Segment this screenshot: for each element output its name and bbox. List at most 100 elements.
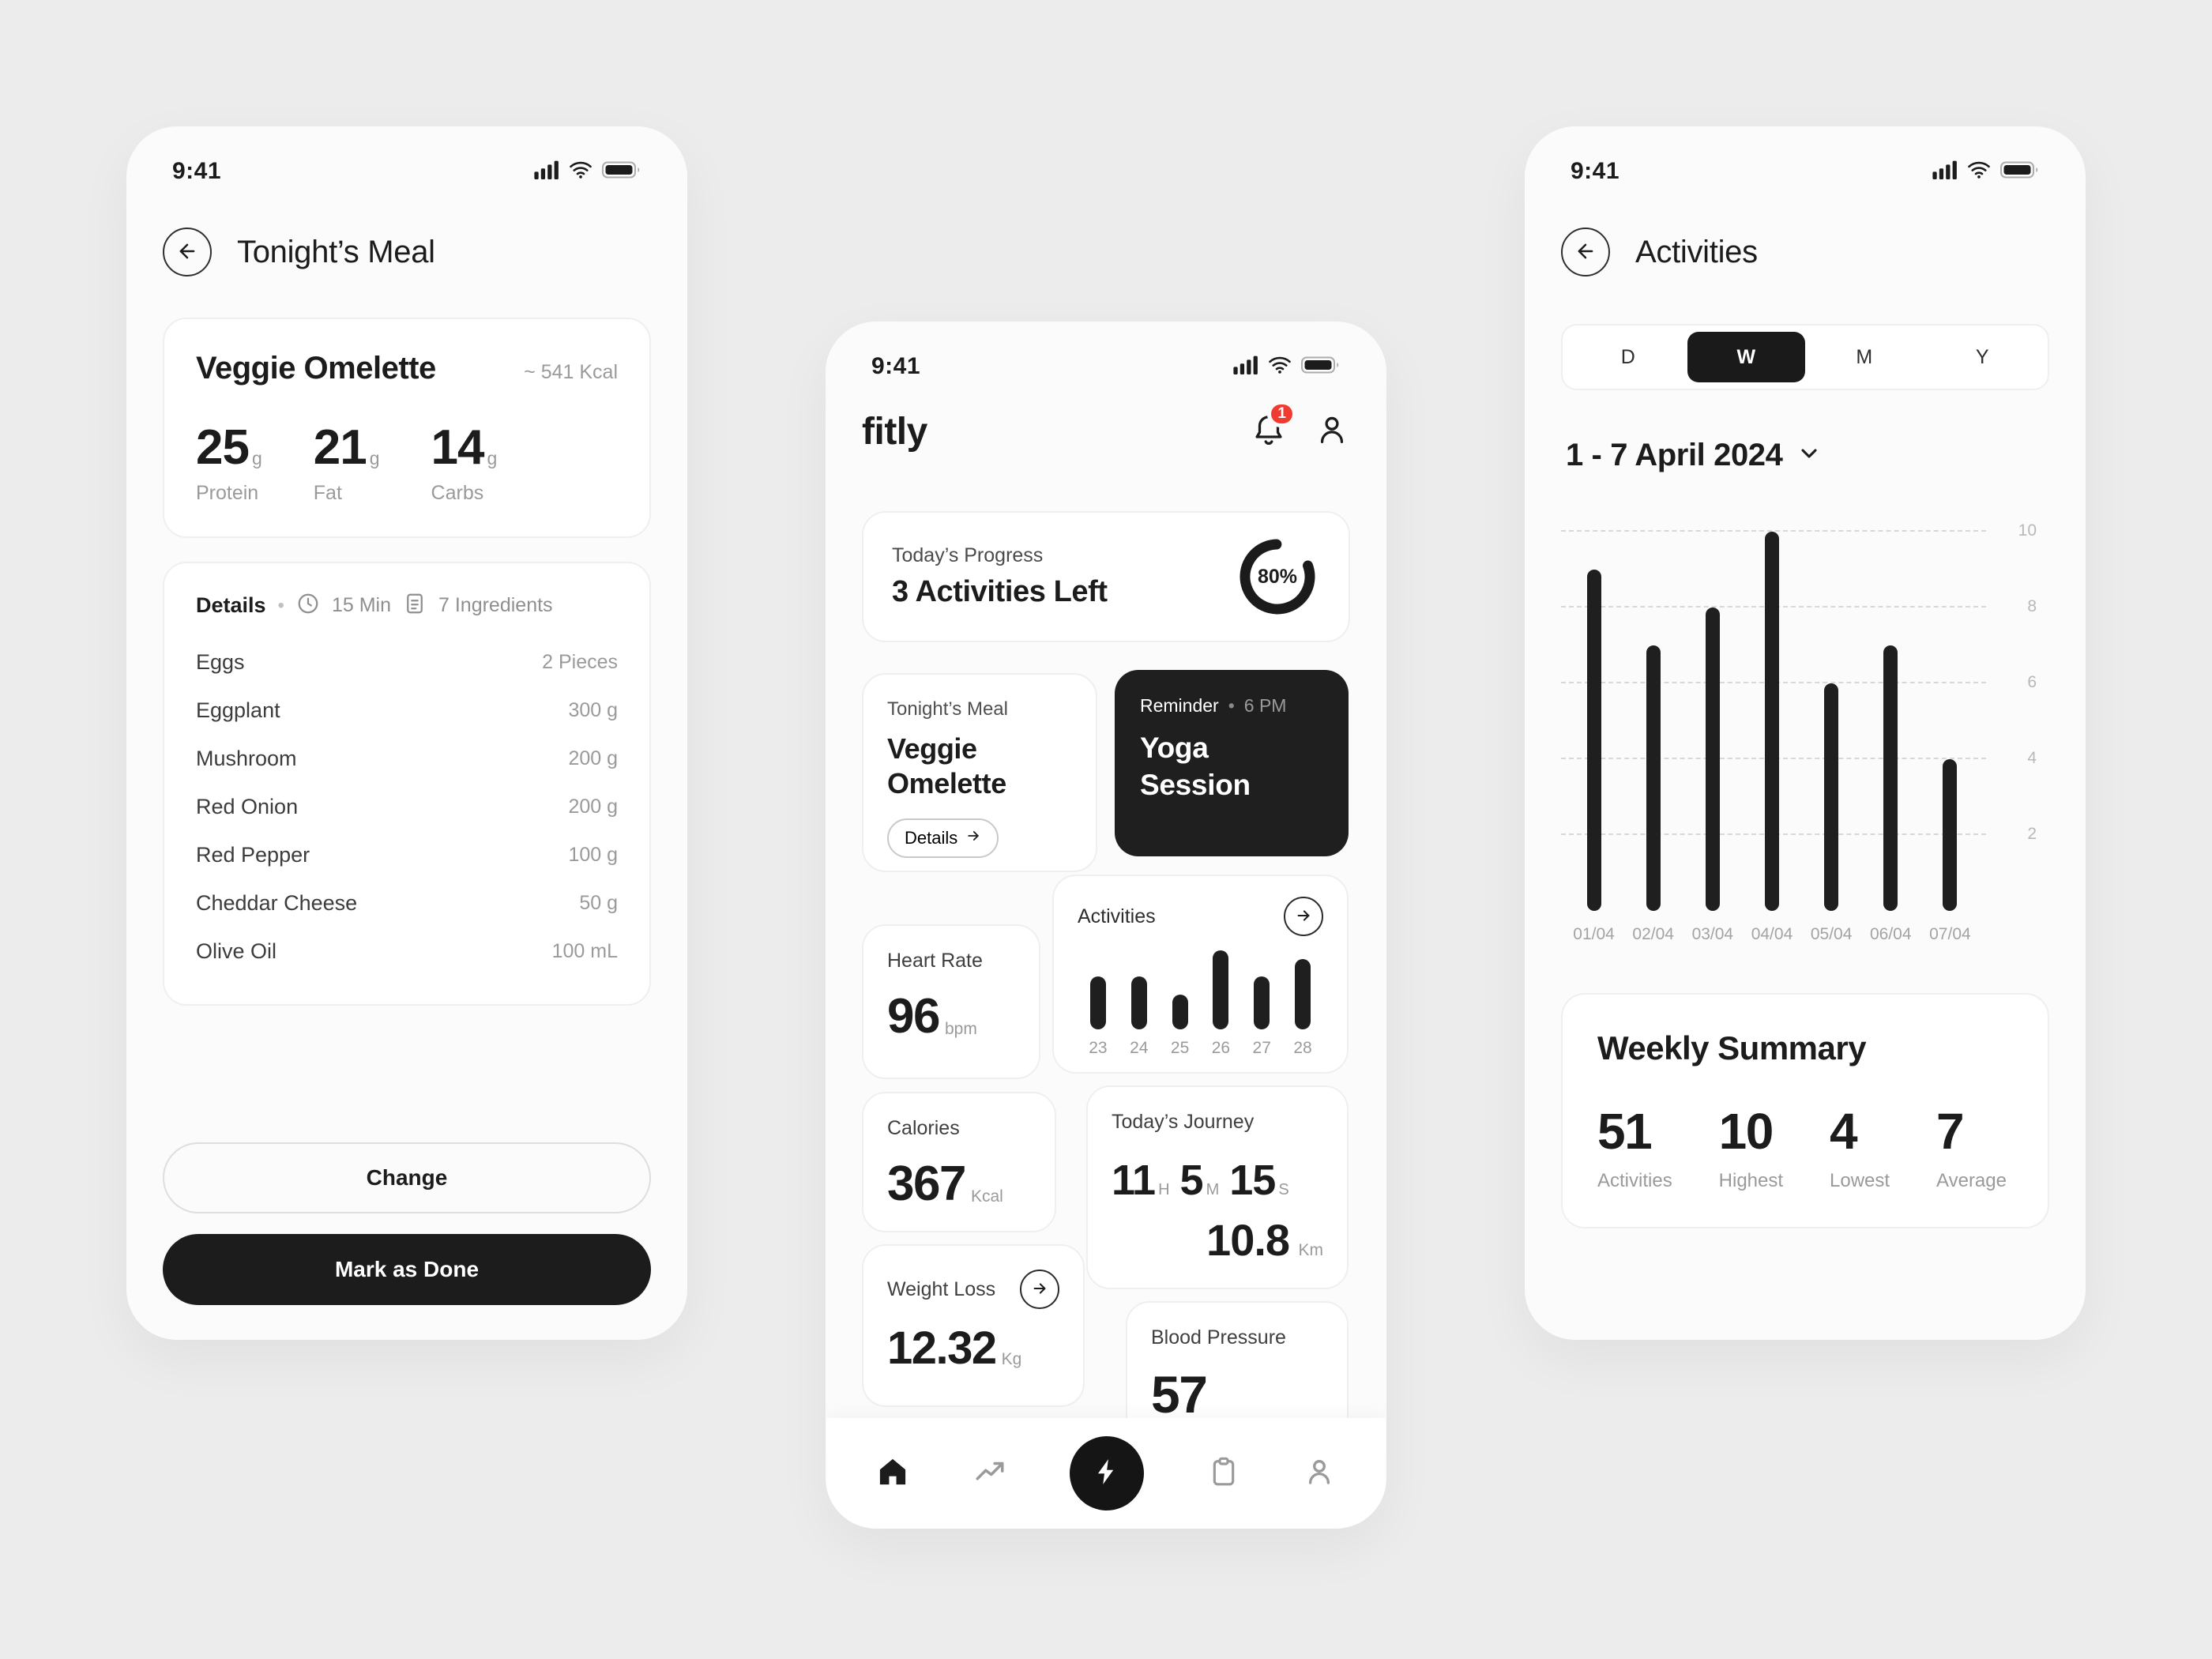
macro-label: Carbs [431,482,484,504]
chart-bar [1705,608,1720,911]
dot-separator: • [1228,695,1235,716]
chart-bar [1943,759,1958,911]
weekly-summary-title: Weekly Summary [1597,1029,1867,1066]
bolt-icon [1092,1457,1122,1491]
meal-card-head: Veggie Omelette ~ 541 Kcal [196,351,618,386]
change-button[interactable]: Change [163,1142,651,1213]
tab-m[interactable]: M [1856,345,1873,368]
tab-y[interactable]: Y [1975,345,1989,368]
nav-plans-button[interactable] [1208,1456,1240,1492]
meal-card-name: Veggie Omelette [887,732,1006,799]
profile-button[interactable] [1314,412,1350,452]
status-bar: 9:41 [826,322,1386,380]
meal-details-button[interactable]: Details [887,818,999,858]
heart-rate-card: Heart Rate 96 bpm [862,924,1040,1079]
cellular-signal-icon [1932,160,1958,183]
screen-header: Tonight’s Meal [126,228,687,276]
status-time: 9:41 [871,353,921,379]
nav-home-button[interactable] [876,1455,909,1492]
nav-stats-button[interactable] [973,1455,1006,1492]
heart-rate-value-row: 96 bpm [887,989,1015,1044]
journey-label: Today’s Journey [1112,1111,1255,1133]
ingredient-name: Red Onion [196,795,299,818]
trend-icon [973,1455,1006,1492]
arrow-left-icon [1574,240,1597,265]
macro-value: 25 g [196,420,262,475]
weight-loss-card: Weight Loss 12.32 Kg [862,1244,1085,1407]
notifications-button[interactable]: 1 [1251,401,1296,452]
cellular-signal-icon [1233,356,1258,378]
stat-label: Lowest [1830,1170,1890,1191]
arrow-right-icon [1295,907,1312,927]
blood-pressure-value: 57 [1151,1365,1208,1424]
arrow-right-icon [1031,1280,1048,1300]
reminder-meta: Reminder • 6 PM [1140,695,1323,717]
macro-item: 25 g Protein [196,419,262,505]
page-title: Tonight’s Meal [237,234,435,269]
ingredient-name: Eggplant [196,698,280,722]
macros-row: 25 g Protein 21 g Fat 14 g Carbs [196,419,618,505]
macro-value: 14 g [431,420,498,475]
calories-value: 367 [887,1157,966,1211]
weight-loss-label: Weight Loss [887,1277,996,1300]
weekly-activities-chart: 2 4 6 8 10 01/04 02/04 03/04 04/04 05/04 06/04 07/… [1561,521,2049,944]
calories-unit: Kcal [970,1187,1003,1206]
nav-profile-button[interactable] [1303,1455,1336,1492]
calories-value-row: 367 Kcal [887,1157,1031,1211]
mini-chart-label: 23 [1089,1039,1108,1057]
meal-details-label: Details [905,827,958,848]
meal-screen: 9:41 Tonight’s Meal Veggie Omelette ~ 54… [126,126,687,1340]
tonights-meal-card: Tonight’s Meal Veggie Omelette Details [862,673,1097,872]
activities-screen: 9:41 Activities D W M Y 1 - 7 April 2024 2 4… [1525,126,2086,1340]
activities-card: Activities 23 24 25 26 27 28 [1052,875,1349,1074]
tab-w[interactable]: W [1687,332,1805,382]
back-button[interactable] [1561,228,1610,276]
ingredient-row: Olive Oil 100 mL [196,927,618,976]
screen-header: Activities [1525,228,2086,276]
activities-title: Activities [1078,905,1156,927]
macro-label: Protein [196,482,259,504]
chart-bar [1764,532,1779,911]
ingredient-amount: 2 Pieces [542,651,618,673]
tab-d[interactable]: D [1620,345,1635,368]
weight-loss-value: 12.32 [887,1322,997,1374]
cellular-signal-icon [534,160,559,183]
ingredient-row: Mushroom 200 g [196,735,618,783]
weight-loss-open-button[interactable] [1020,1270,1059,1309]
heart-rate-unit: bpm [944,1019,977,1038]
ingredient-row: Cheddar Cheese 50 g [196,879,618,927]
ingredient-name: Eggs [196,650,245,674]
gridline: 10 [1561,521,2037,540]
summary-stat: 4 Lowest [1830,1102,1890,1192]
heart-rate-value: 96 [887,989,940,1044]
mini-bars [1078,950,1323,1029]
mini-chart-bar [1254,976,1270,1029]
progress-card: Today’s Progress 3 Activities Left 80% [862,511,1350,642]
status-icons [1932,160,2040,183]
mini-chart-label: 24 [1130,1039,1149,1057]
y-tick-label: 6 [2027,672,2037,691]
calories-card: Calories 367 Kcal [862,1092,1056,1232]
macro-label: Fat [313,482,342,504]
macro-value: 21 g [313,420,380,475]
bell-icon [1251,416,1287,451]
date-range-dropdown[interactable]: 1 - 7 April 2024 [1566,438,2045,473]
activities-open-button[interactable] [1284,897,1323,936]
progress-subtitle: 3 Activities Left [892,575,1108,608]
x-tick-label: 06/04 [1869,925,1912,943]
details-card: Details • 15 Min 7 Ingredients Eggs 2 Pie… [163,562,651,1006]
back-button[interactable] [163,228,212,276]
wifi-icon [569,160,592,183]
status-time: 9:41 [1571,158,1620,184]
date-range-label: 1 - 7 April 2024 [1566,438,1783,472]
progress-text: Today’s Progress 3 Activities Left [892,544,1108,609]
ingredient-amount: 100 g [568,844,618,866]
nav-activity-button[interactable] [1070,1436,1144,1510]
wifi-icon [1268,356,1292,378]
reminder-card[interactable]: Reminder • 6 PM Yoga Session [1115,670,1349,856]
status-bar: 9:41 [126,126,687,185]
home-icon [876,1455,909,1492]
ingredients-list: Eggs 2 Pieces Eggplant 300 g Mushroom 200 g Re… [196,638,618,976]
status-icons [534,160,641,183]
mark-as-done-button[interactable]: Mark as Done [163,1234,651,1305]
